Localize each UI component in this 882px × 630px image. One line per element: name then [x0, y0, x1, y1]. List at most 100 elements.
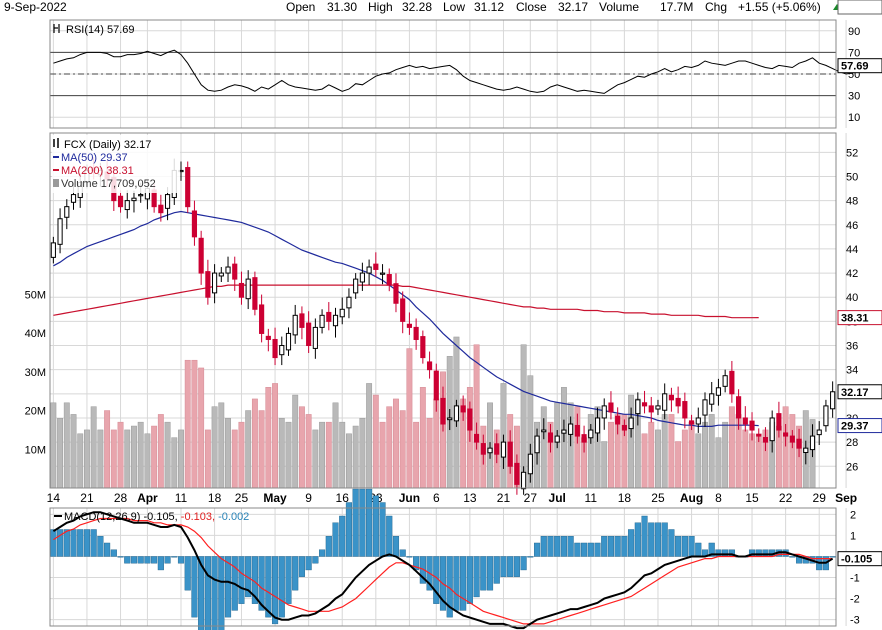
macd-histogram-bar: [372, 495, 379, 557]
volume-bar: [57, 418, 64, 489]
macd-histogram-bar: [332, 522, 339, 557]
candle-body: [299, 313, 305, 328]
macd-histogram-bar: [675, 536, 682, 557]
candle-body: [359, 272, 365, 283]
candle-body: [265, 335, 271, 340]
candle-body: [393, 283, 399, 304]
macd-histogram-bar: [513, 556, 520, 577]
date-tick-label: 27: [524, 491, 538, 505]
candle-body: [648, 405, 654, 413]
candle-body: [507, 441, 513, 467]
macd-histogram-bar: [688, 536, 695, 557]
date-tick-label: 16: [336, 491, 350, 505]
candle-body: [682, 401, 688, 419]
macd-histogram-bar: [83, 529, 91, 557]
macd-histogram-bar: [533, 542, 541, 557]
macd-histogram-bar: [581, 542, 588, 557]
volume-label: Volume: [599, 0, 640, 14]
candle-body: [816, 429, 822, 436]
candle-body: [809, 435, 816, 451]
candle-body: [588, 429, 594, 439]
volume-bar: [84, 429, 90, 489]
candle-body: [232, 263, 238, 280]
volume-bar: [265, 387, 272, 489]
candle-body: [319, 314, 325, 328]
low-label: Low: [443, 0, 466, 14]
candle-body: [749, 420, 755, 431]
volume-bar: [90, 406, 97, 489]
macd-histogram-bar: [70, 529, 77, 557]
macd-title-part: MACD(12,26,9): [64, 511, 143, 523]
macd-histogram-bar: [399, 549, 406, 557]
candle-body: [789, 435, 795, 443]
volume-bar: [258, 410, 265, 489]
macd-histogram-bar: [641, 515, 648, 557]
macd-histogram-bar: [695, 542, 702, 557]
macd-histogram-bar: [144, 556, 151, 564]
macd-histogram-bar: [130, 556, 138, 564]
macd-histogram-bar: [634, 522, 641, 557]
candle-body: [164, 194, 171, 209]
price-ytick-label: 50: [846, 171, 858, 183]
macd-histogram-bar: [500, 556, 507, 577]
candle-body: [635, 399, 641, 415]
volume-bar: [473, 344, 480, 489]
date-tick-label: 25: [235, 491, 249, 505]
volume-bar: [426, 418, 433, 489]
date-tick-label: 22: [779, 491, 793, 505]
candle-body: [527, 453, 533, 475]
volume-bar: [50, 402, 57, 489]
rsi-ytick-label: 10: [848, 112, 860, 124]
volume-bar: [325, 421, 332, 489]
volume-ytick-label: 30M: [25, 367, 46, 379]
volume-bar: [641, 433, 648, 489]
macd-last-value-box: [837, 551, 882, 567]
macd-histogram-bar: [406, 556, 413, 558]
volume-bar: [298, 406, 305, 489]
macd-histogram-bar: [493, 556, 500, 584]
macd-histogram-bar: [177, 556, 185, 564]
volume-bar: [292, 394, 299, 489]
volume-bar: [110, 429, 117, 489]
volume-bar: [124, 429, 131, 489]
candle-body: [709, 393, 715, 405]
macd-histogram-bar: [486, 556, 494, 591]
volume-bar: [191, 359, 198, 489]
macd-histogram-bar: [614, 536, 621, 557]
candle-body: [332, 314, 339, 327]
macd-histogram-bar: [466, 556, 473, 604]
macd-histogram-bar: [460, 556, 467, 611]
macd-histogram-bar: [547, 536, 554, 557]
macd-histogram-bar: [601, 536, 608, 557]
date-tick-label: 11: [175, 491, 188, 505]
macd-histogram-bar: [50, 529, 57, 557]
date-tick-label: 28: [114, 491, 128, 505]
macd-histogram-bar: [668, 529, 675, 557]
macd-histogram-bar: [661, 522, 668, 557]
volume-bar: [681, 429, 688, 489]
macd-histogram-bar: [540, 536, 547, 557]
macd-histogram-bar: [271, 556, 279, 625]
candle-body: [245, 278, 251, 300]
candle-body: [117, 195, 124, 208]
candle-body: [615, 415, 621, 425]
volume-bar: [272, 383, 278, 489]
macd-histogram-bar: [198, 556, 205, 630]
volume-bar: [157, 414, 164, 489]
candle-body: [823, 405, 829, 427]
volume-bar: [319, 421, 326, 489]
volume-bar: [648, 421, 655, 489]
candle-body: [339, 308, 345, 318]
volume-legend-icon: [53, 179, 59, 187]
candle-body: [541, 429, 547, 433]
date-tick-label: Jun: [399, 491, 420, 505]
price-panel: 262830323436384042444648505210M20M30M40M…: [25, 0, 882, 495]
rsi-frame: [49, 19, 837, 129]
macd-histogram-bar: [191, 556, 198, 618]
candle-body: [534, 435, 540, 454]
price-ytick-label: 46: [846, 220, 858, 232]
candle-body: [500, 441, 507, 458]
candle-body: [453, 405, 460, 422]
volume-bar: [399, 410, 406, 489]
